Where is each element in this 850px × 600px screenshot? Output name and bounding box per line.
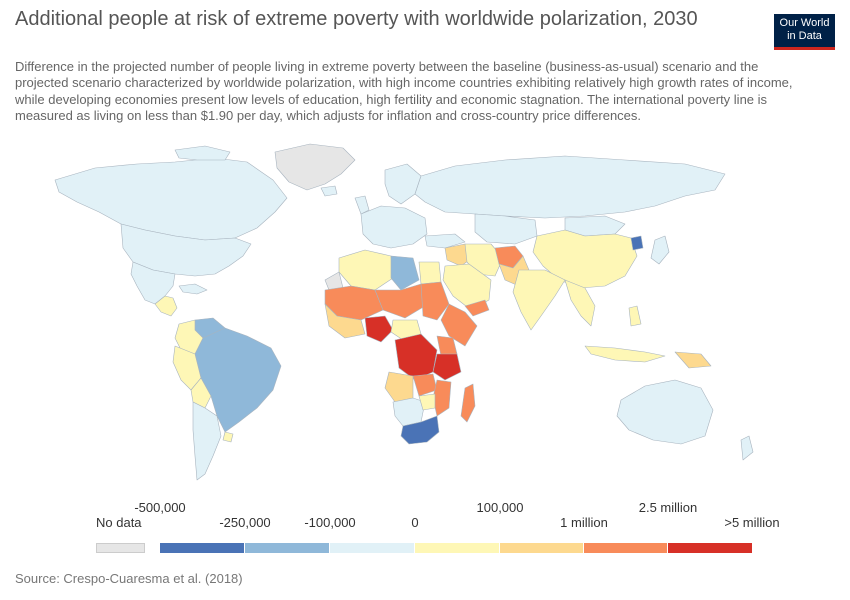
region-sudan[interactable]: [420, 281, 450, 321]
region-russia[interactable]: [414, 155, 726, 219]
region-india[interactable]: [512, 269, 566, 331]
region-iceland[interactable]: [320, 185, 338, 197]
region-zambia[interactable]: [412, 373, 438, 397]
region-ethiopia-somalia[interactable]: [440, 303, 478, 347]
region-indonesia[interactable]: [584, 345, 666, 363]
region-uk[interactable]: [354, 195, 370, 215]
region-zimbabwe[interactable]: [418, 393, 436, 411]
region-canada[interactable]: [54, 157, 288, 241]
region-nigeria[interactable]: [364, 315, 394, 343]
region-yemen[interactable]: [464, 299, 490, 317]
region-japan[interactable]: [650, 235, 670, 265]
chart-subtitle: Difference in the projected number of pe…: [15, 59, 793, 123]
legend-label: >5 million: [724, 515, 780, 530]
legend-bin-6[interactable]: [584, 543, 668, 553]
region-greenland[interactable]: [274, 143, 356, 191]
legend-label: -250,000: [219, 515, 271, 530]
legend-label: -100,000: [304, 515, 356, 530]
owid-logo[interactable]: Our World in Data: [774, 14, 835, 50]
region-kazakhstan[interactable]: [474, 213, 538, 245]
legend-label: 1 million: [560, 515, 608, 530]
region-scandinavia[interactable]: [384, 163, 422, 205]
region-philippines[interactable]: [628, 305, 642, 327]
region-argentina[interactable]: [192, 401, 222, 481]
region-drc[interactable]: [394, 333, 438, 381]
region-north-korea[interactable]: [630, 235, 644, 251]
region-new-zealand[interactable]: [740, 435, 754, 461]
legend-bin-3[interactable]: [330, 543, 415, 553]
region-namibia-botswana[interactable]: [392, 397, 426, 427]
region-australia[interactable]: [616, 379, 714, 445]
legend-label: 0: [411, 515, 419, 530]
legend-bin-1[interactable]: [160, 543, 245, 553]
logo-line-1: Our World: [779, 17, 830, 29]
legend-bin-2[interactable]: [245, 543, 330, 553]
legend-label: 100,000: [476, 500, 524, 515]
region-morocco-algeria[interactable]: [338, 249, 394, 291]
region-turkey[interactable]: [424, 233, 466, 249]
legend-label: 2.5 million: [638, 500, 698, 515]
source-note: Source: Crespo-Cuaresma et al. (2018): [15, 571, 243, 586]
chart-title: Additional people at risk of extreme pov…: [15, 8, 698, 30]
region-papua[interactable]: [674, 351, 712, 369]
region-mozambique[interactable]: [432, 379, 452, 417]
region-western-sahara[interactable]: [324, 271, 344, 291]
region-egypt[interactable]: [418, 261, 442, 285]
no-data-label: No data: [96, 515, 142, 530]
legend-bin-5[interactable]: [500, 543, 584, 553]
region-libya[interactable]: [390, 255, 420, 291]
world-map[interactable]: [25, 140, 815, 485]
region-tanzania[interactable]: [432, 353, 462, 381]
logo-line-2: in Data: [787, 30, 822, 42]
region-arctic-islands[interactable]: [174, 145, 231, 161]
region-china[interactable]: [532, 229, 638, 289]
legend-bin-7[interactable]: [668, 543, 752, 553]
region-angola[interactable]: [384, 371, 414, 403]
region-south-africa[interactable]: [400, 415, 440, 445]
region-west-africa-coast[interactable]: [324, 303, 366, 339]
color-legend: No data -500,000 -250,000 -100,000 0 100…: [0, 495, 850, 565]
legend-bin-4[interactable]: [415, 543, 500, 553]
region-uruguay[interactable]: [222, 431, 234, 443]
region-western-europe[interactable]: [360, 205, 428, 249]
no-data-swatch[interactable]: [96, 543, 145, 553]
legend-label: -500,000: [134, 500, 186, 515]
region-central-america[interactable]: [154, 295, 178, 317]
region-caribbean[interactable]: [178, 283, 208, 295]
region-madagascar[interactable]: [460, 383, 476, 423]
region-southeast-asia[interactable]: [564, 279, 596, 327]
